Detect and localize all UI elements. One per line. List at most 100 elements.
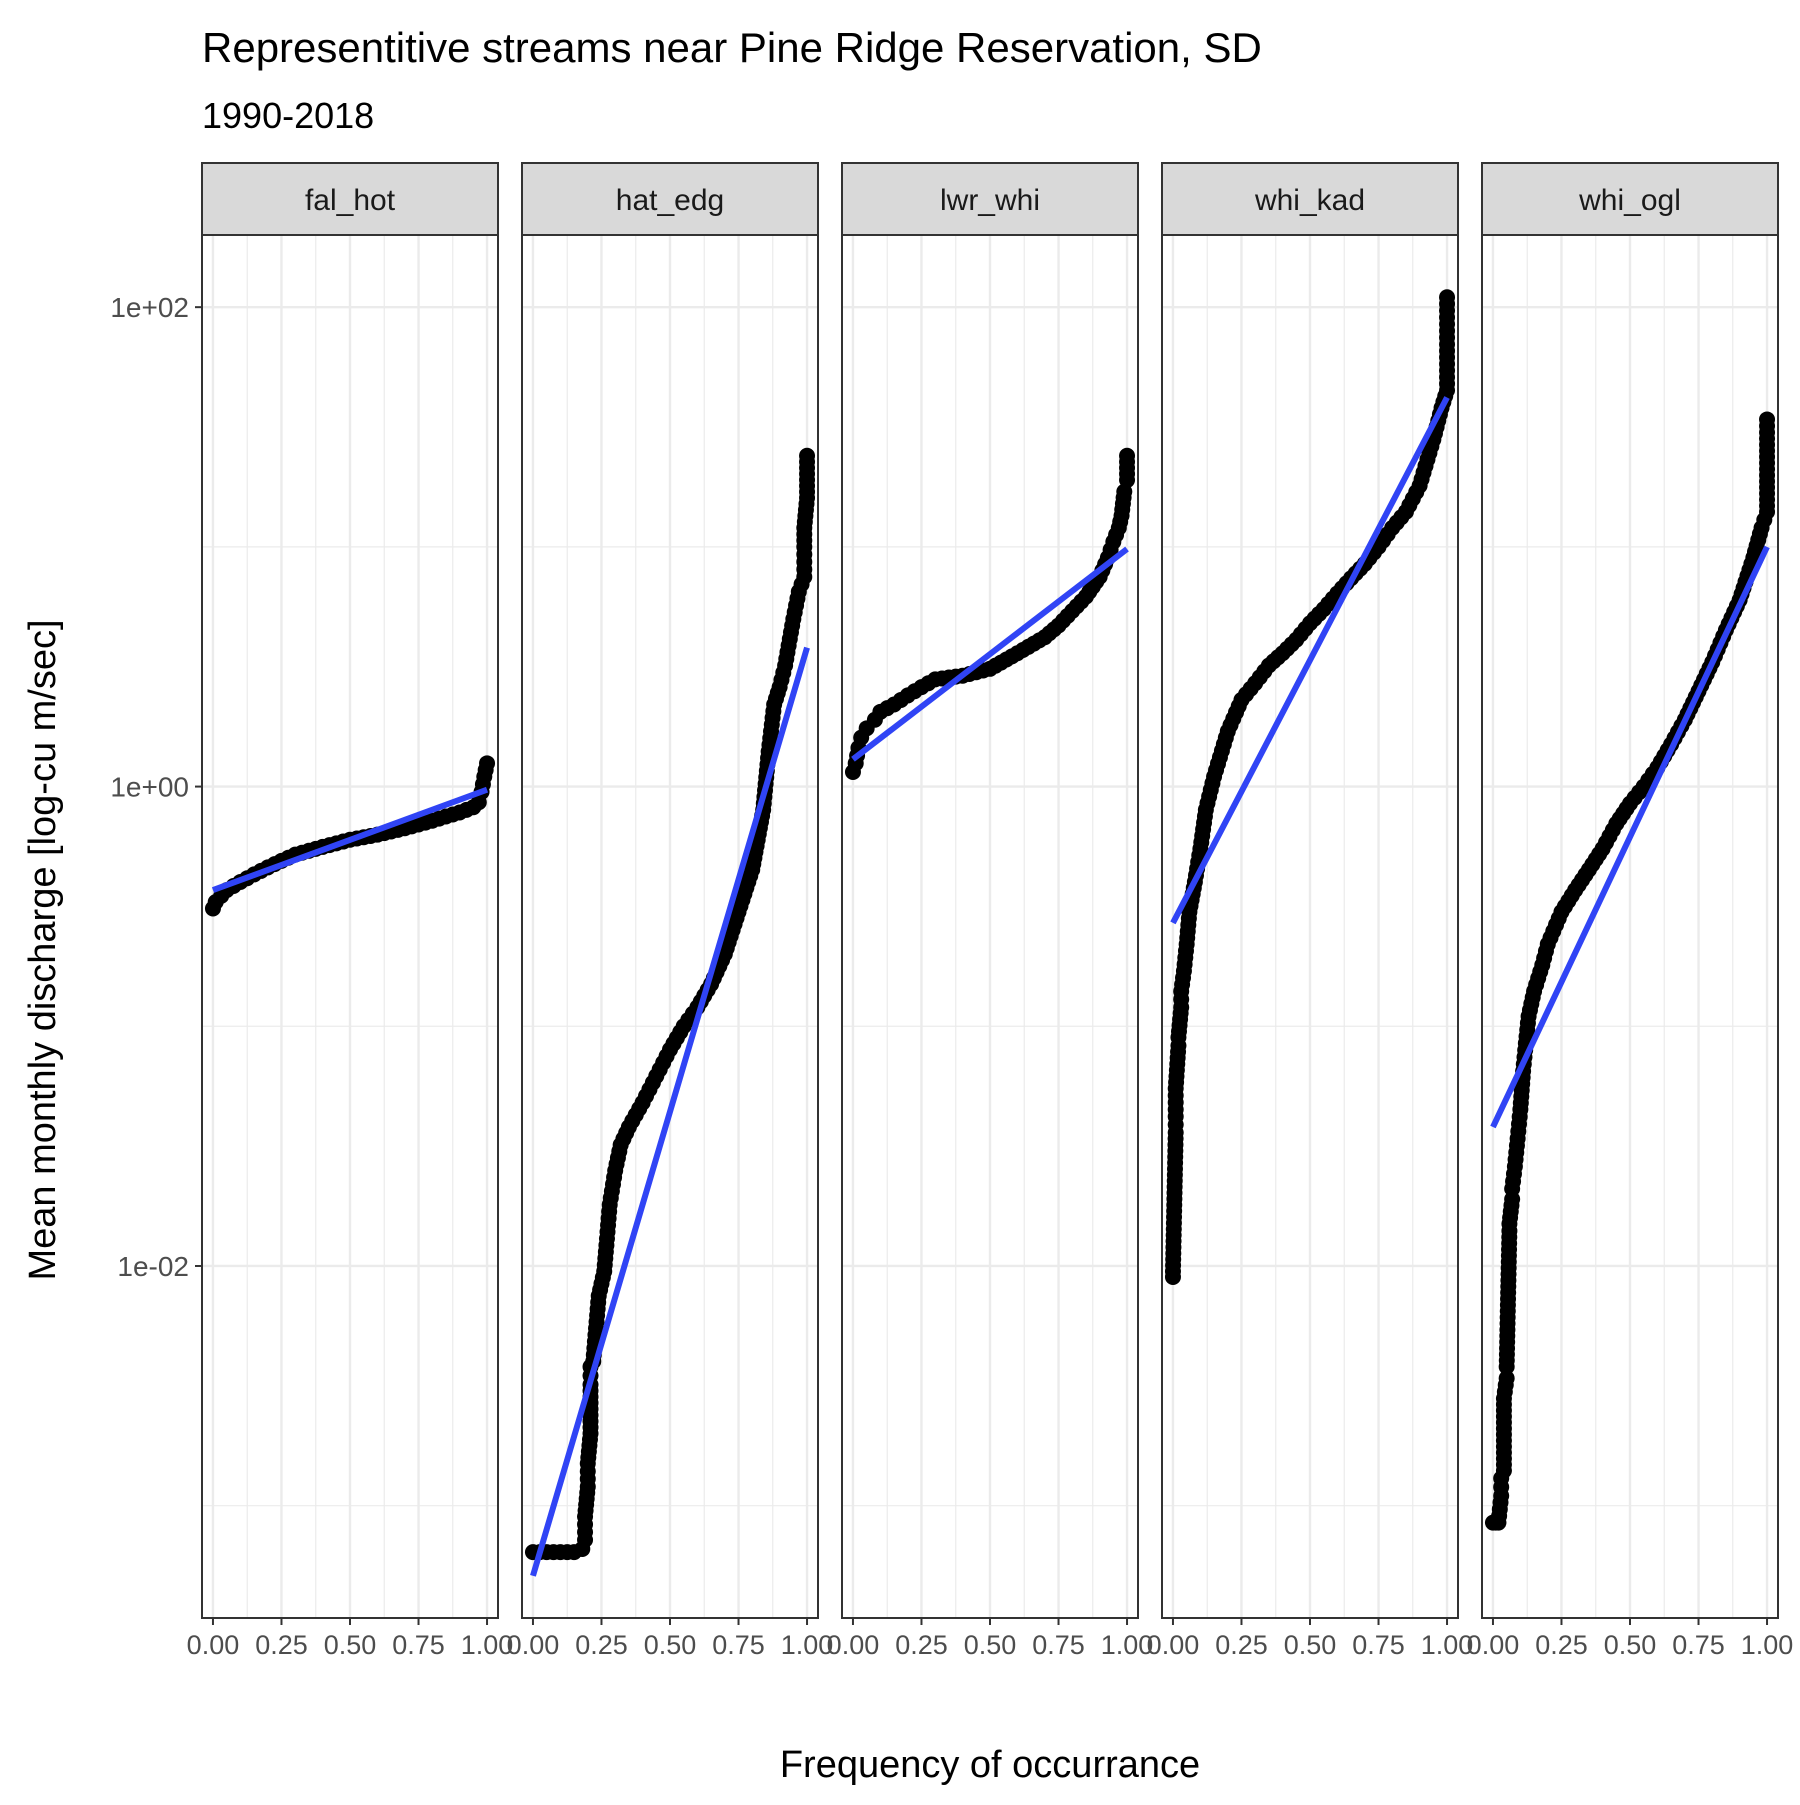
data-point <box>1537 943 1554 960</box>
data-point <box>672 1024 689 1041</box>
data-point <box>906 683 923 700</box>
data-point <box>769 684 786 701</box>
data-point <box>1230 698 1247 715</box>
x-tick-label: 0.00 <box>1147 1630 1200 1660</box>
data-point <box>796 546 813 563</box>
data-point <box>590 1294 607 1311</box>
data-point <box>611 1143 628 1160</box>
data-point <box>1508 1137 1525 1154</box>
data-point <box>1423 438 1440 455</box>
data-point <box>658 1048 675 1065</box>
data-point <box>1119 453 1136 470</box>
x-tick-label: 0.25 <box>255 1630 308 1660</box>
y-axis-title: Mean monthly discharge [log-cu m/sec] <box>22 619 64 1280</box>
fit-line <box>851 546 1129 762</box>
x-tick-label: 1.00 <box>1741 1630 1794 1660</box>
x-tick-label: 1.00 <box>461 1630 514 1660</box>
data-point <box>1756 511 1773 528</box>
x-tick-label: 0.00 <box>1467 1630 1520 1660</box>
x-axis-title: Frequency of occurrance <box>780 1744 1200 1786</box>
x-tick-label: 1.00 <box>1101 1630 1154 1660</box>
facet-panel-whi_ogl: whi_ogl 0.00 0.25 0.50 0.75 1.00 <box>1467 162 1794 1660</box>
data-point <box>1217 729 1234 746</box>
data-point <box>1172 1005 1189 1022</box>
data-point <box>1524 989 1541 1006</box>
data-point <box>1759 430 1776 447</box>
facet-strip-label: fal_hot <box>305 184 396 217</box>
x-tick-label: 0.50 <box>324 1630 377 1660</box>
x-tick-label: 0.75 <box>392 1630 445 1660</box>
data-point <box>879 700 896 717</box>
data-point <box>742 867 759 884</box>
data-point <box>1167 1116 1184 1133</box>
x-tick-label: 0.75 <box>1672 1630 1725 1660</box>
data-point <box>775 664 792 681</box>
data-point <box>1493 1479 1510 1496</box>
data-point <box>474 776 491 793</box>
data-point <box>1242 680 1259 697</box>
data-point <box>1108 526 1125 543</box>
data-point <box>1115 489 1132 506</box>
facet-strip <box>1481 162 1779 236</box>
data-point <box>577 1516 594 1533</box>
data-point <box>1408 484 1425 501</box>
data-point <box>598 1237 615 1254</box>
data-point <box>784 617 801 634</box>
data-point <box>444 806 461 823</box>
data-point <box>1437 388 1454 405</box>
data-point <box>920 675 937 692</box>
data-point <box>1519 1015 1536 1032</box>
data-point <box>477 761 494 778</box>
data-point <box>579 1484 596 1501</box>
x-tick-label: 1.00 <box>781 1630 834 1660</box>
data-point <box>1180 910 1197 927</box>
x-tick-label: 1.00 <box>1421 1630 1474 1660</box>
data-point <box>606 1169 623 1186</box>
x-tick-label: 0.25 <box>895 1630 948 1660</box>
fit-line <box>1490 545 1770 1129</box>
x-tick-label: 0.25 <box>575 1630 628 1660</box>
data-point <box>1112 513 1129 530</box>
data-point <box>798 495 815 512</box>
facet-panel-fal_hot: fal_hot 0.00 0.25 0.50 0.75 1.00 <box>187 162 514 1660</box>
data-point <box>559 1544 576 1561</box>
facet-strip <box>521 162 819 236</box>
facet-panel-whi_kad: whi_kad 0.00 0.25 0.50 0.75 1.00 <box>1147 162 1474 1660</box>
data-point <box>793 576 810 593</box>
data-point <box>1173 991 1190 1008</box>
x-tick-label: 0.50 <box>644 1630 697 1660</box>
y-tick-label: 1e+00 <box>110 772 189 803</box>
x-tick-label: 0.00 <box>507 1630 560 1660</box>
x-tick-label: 0.50 <box>964 1630 1017 1660</box>
data-point <box>1196 808 1213 825</box>
y-tick-label: 1e-02 <box>117 1251 189 1282</box>
data-point <box>581 1431 598 1448</box>
x-tick-label: 0.50 <box>1604 1630 1657 1660</box>
data-point <box>975 662 992 679</box>
data-point <box>601 1203 618 1220</box>
data-point <box>618 1124 635 1141</box>
data-point <box>1175 969 1192 986</box>
data-point <box>431 810 448 827</box>
x-tick-label: 0.75 <box>712 1630 765 1660</box>
chart-subtitle: 1990-2018 <box>202 95 374 136</box>
data-point <box>789 590 806 607</box>
data-point <box>1550 910 1567 927</box>
data-point <box>1492 1494 1509 1511</box>
data-point <box>1497 1377 1514 1394</box>
x-tick-label: 0.00 <box>827 1630 880 1660</box>
x-tick-label: 0.50 <box>1284 1630 1337 1660</box>
data-point <box>728 909 745 926</box>
data-point <box>1439 295 1456 312</box>
fit-line <box>530 646 810 1577</box>
data-point <box>417 814 434 831</box>
data-point <box>1495 1396 1512 1413</box>
data-point <box>1591 846 1608 863</box>
data-point <box>892 691 909 708</box>
facet-strip-label: whi_kad <box>1254 184 1365 217</box>
data-point <box>1204 775 1221 792</box>
y-tick-label: 1e+02 <box>110 292 189 323</box>
data-point <box>1379 526 1396 543</box>
data-point <box>1177 942 1194 959</box>
